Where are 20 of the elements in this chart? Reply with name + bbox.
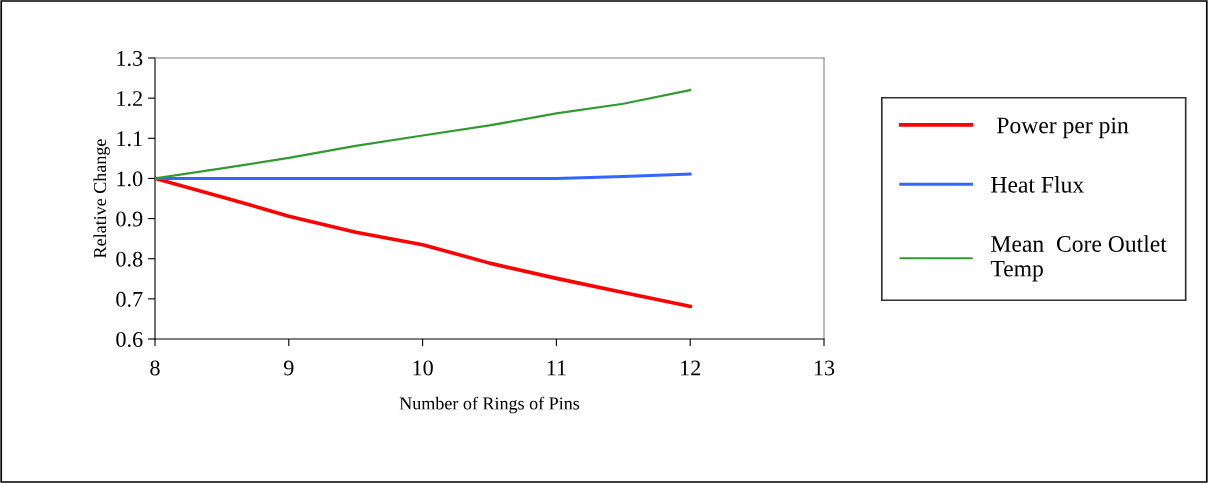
x-tick-label: 8 (150, 360, 160, 376)
x-tick-label: 12 (681, 360, 701, 376)
y-tick-label: 1.3 (117, 50, 143, 67)
legend-label: Power per pin (997, 117, 1129, 139)
y-tick-label: 0.6 (116, 331, 143, 348)
y-tick-label: 0.7 (116, 291, 143, 307)
y-tick-label: 0.8 (116, 251, 143, 267)
x-tick-label: 13 (814, 360, 835, 376)
legend-label: Heat Flux (991, 176, 1084, 193)
x-tick-label: 10 (413, 360, 433, 376)
legend-label: Mean Core Outlet Temp (990, 235, 1167, 282)
x-tick-label: 11 (547, 360, 566, 376)
line-series (155, 89, 692, 180)
y-tick-label: 1.0 (117, 171, 143, 187)
y-tick-label: 1.2 (117, 91, 142, 107)
y-axis-title: Relative Change (93, 139, 110, 258)
y-tick-label: 0.9 (116, 211, 143, 227)
x-tick-label: 9 (283, 360, 294, 376)
y-tick-label: 1.1 (117, 131, 142, 147)
x-axis-title: Number of Rings of Pins (399, 396, 580, 414)
